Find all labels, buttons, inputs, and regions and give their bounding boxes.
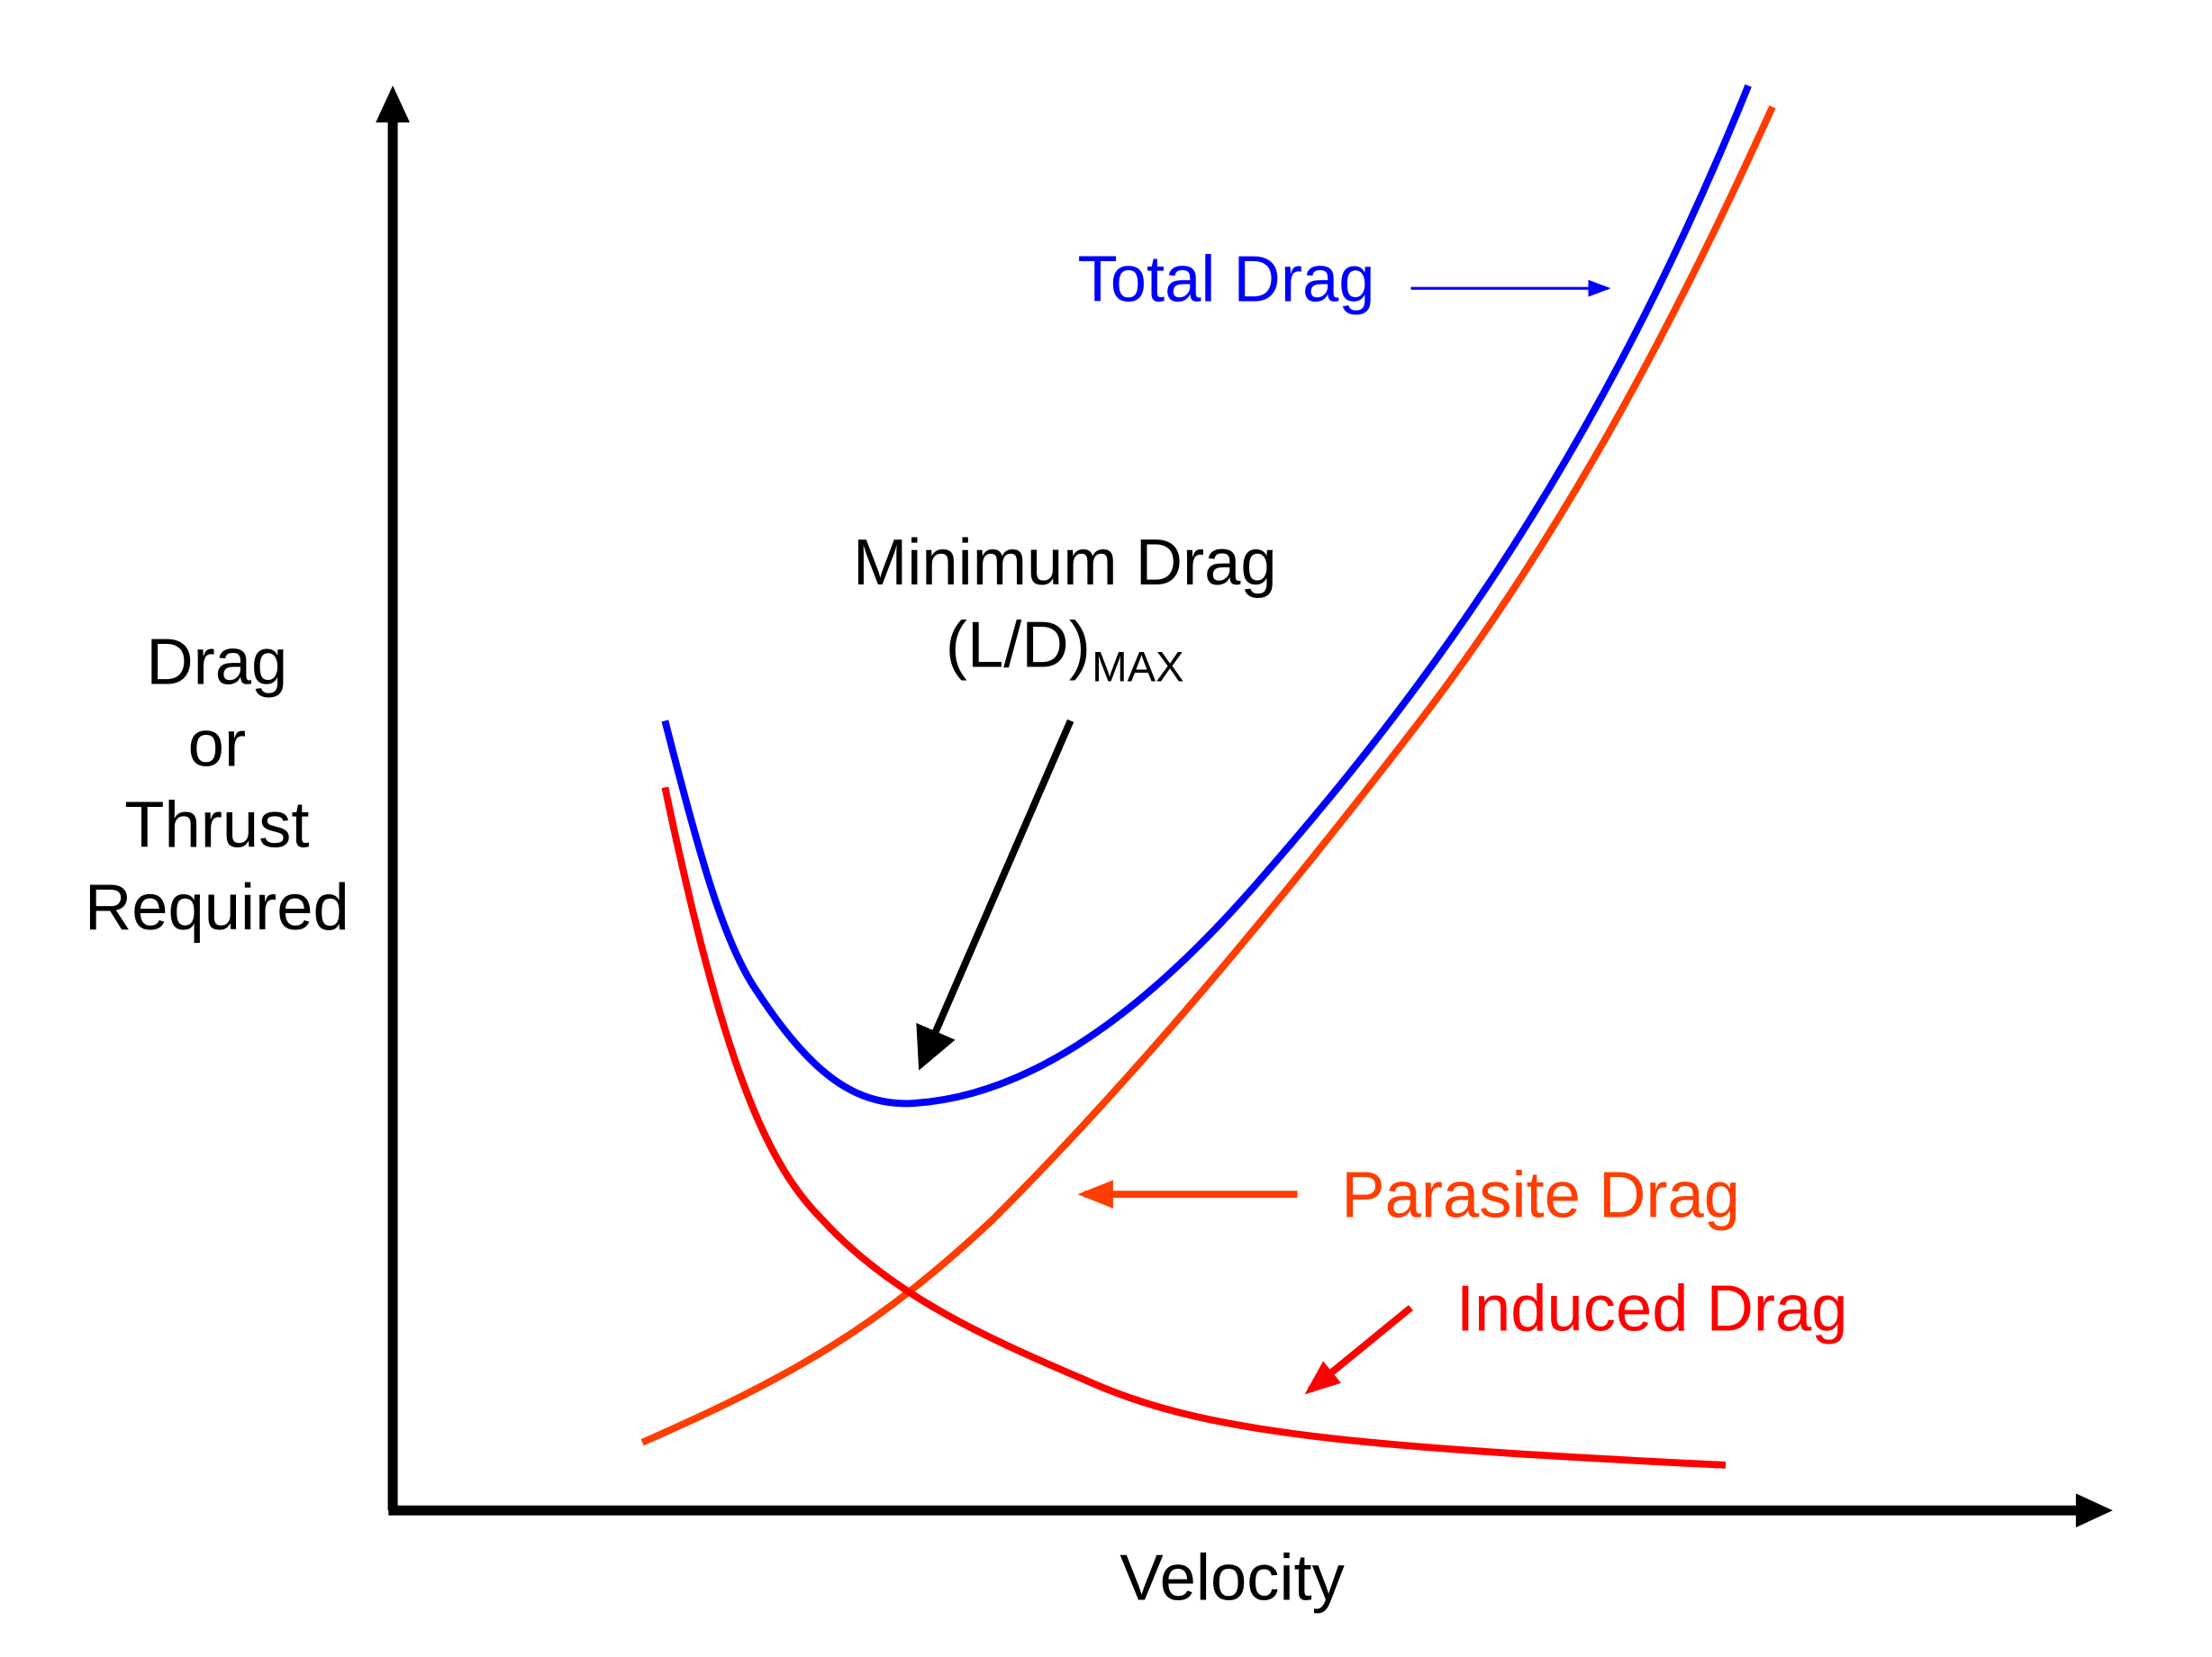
minimum-drag-label: Minimum Drag bbox=[853, 526, 1277, 599]
induced-drag-arrow bbox=[1304, 1305, 1413, 1395]
y-axis-arrowhead bbox=[376, 86, 410, 122]
y-axis-label-line: Thrust bbox=[124, 788, 309, 861]
legend-parasite-drag: Parasite Drag bbox=[1341, 1158, 1740, 1231]
minimum-drag-arrow bbox=[916, 719, 1074, 1071]
x-axis-arrowhead bbox=[2075, 1493, 2113, 1528]
ld-max-subscript: MAX bbox=[1092, 643, 1183, 691]
x-axis-label: Velocity bbox=[1120, 1541, 1345, 1614]
ld-max-label: (L/D) bbox=[946, 609, 1091, 682]
y-axis-label-line: or bbox=[188, 708, 246, 781]
series-induced-drag bbox=[661, 786, 1727, 1469]
y-axis-label-line: Drag bbox=[146, 625, 287, 698]
series-parasite-drag bbox=[640, 105, 1776, 1446]
y-axis-label-line: Required bbox=[85, 871, 349, 944]
series-total-drag bbox=[661, 84, 1752, 1108]
legend-total-drag: Total Drag bbox=[1078, 242, 1375, 315]
legend-induced-drag: Induced Drag bbox=[1456, 1272, 1848, 1345]
